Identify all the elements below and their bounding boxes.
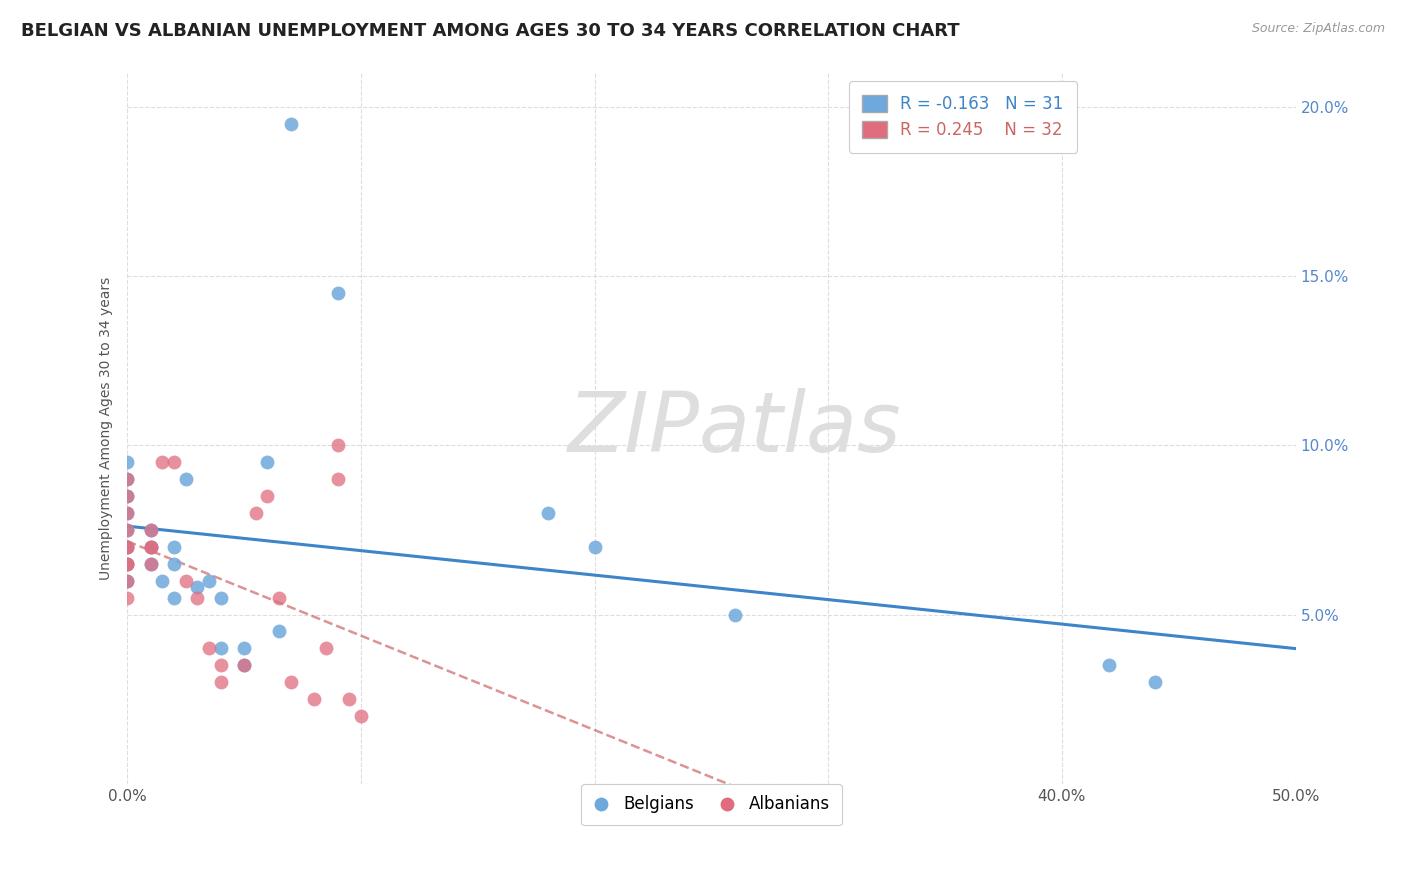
- Point: [326, 472, 349, 486]
- Point: [117, 557, 139, 571]
- Point: [117, 574, 139, 588]
- Point: [117, 574, 139, 588]
- Point: [139, 540, 162, 554]
- Point: [117, 523, 139, 537]
- Point: [350, 709, 373, 723]
- Point: [280, 675, 302, 690]
- Point: [280, 117, 302, 131]
- Text: BELGIAN VS ALBANIAN UNEMPLOYMENT AMONG AGES 30 TO 34 YEARS CORRELATION CHART: BELGIAN VS ALBANIAN UNEMPLOYMENT AMONG A…: [21, 22, 960, 40]
- Point: [139, 540, 162, 554]
- Point: [1098, 658, 1121, 673]
- Point: [337, 692, 360, 706]
- Point: [326, 438, 349, 452]
- Point: [117, 472, 139, 486]
- Point: [1144, 675, 1167, 690]
- Point: [117, 557, 139, 571]
- Point: [198, 574, 221, 588]
- Point: [117, 489, 139, 503]
- Point: [233, 658, 256, 673]
- Point: [163, 455, 186, 469]
- Point: [302, 692, 325, 706]
- Point: [269, 624, 291, 639]
- Point: [117, 557, 139, 571]
- Point: [117, 489, 139, 503]
- Point: [163, 557, 186, 571]
- Point: [326, 285, 349, 300]
- Point: [315, 641, 337, 656]
- Point: [209, 591, 232, 605]
- Point: [174, 574, 197, 588]
- Point: [117, 540, 139, 554]
- Point: [269, 591, 291, 605]
- Point: [209, 675, 232, 690]
- Legend: Belgians, Albanians: Belgians, Albanians: [581, 784, 842, 825]
- Point: [209, 641, 232, 656]
- Point: [117, 472, 139, 486]
- Point: [174, 472, 197, 486]
- Point: [233, 641, 256, 656]
- Point: [186, 581, 208, 595]
- Point: [139, 557, 162, 571]
- Point: [117, 506, 139, 520]
- Point: [117, 591, 139, 605]
- Point: [139, 557, 162, 571]
- Point: [233, 658, 256, 673]
- Point: [537, 506, 560, 520]
- Point: [186, 591, 208, 605]
- Point: [150, 455, 173, 469]
- Point: [163, 591, 186, 605]
- Y-axis label: Unemployment Among Ages 30 to 34 years: Unemployment Among Ages 30 to 34 years: [100, 277, 114, 580]
- Point: [256, 455, 278, 469]
- Point: [117, 540, 139, 554]
- Point: [163, 540, 186, 554]
- Point: [139, 523, 162, 537]
- Point: [117, 540, 139, 554]
- Point: [150, 574, 173, 588]
- Point: [117, 455, 139, 469]
- Point: [583, 540, 606, 554]
- Point: [117, 506, 139, 520]
- Point: [256, 489, 278, 503]
- Point: [245, 506, 267, 520]
- Text: Source: ZipAtlas.com: Source: ZipAtlas.com: [1251, 22, 1385, 36]
- Point: [198, 641, 221, 656]
- Point: [139, 540, 162, 554]
- Text: ZIPatlas: ZIPatlas: [568, 388, 901, 469]
- Point: [209, 658, 232, 673]
- Point: [724, 607, 747, 622]
- Point: [117, 523, 139, 537]
- Point: [139, 523, 162, 537]
